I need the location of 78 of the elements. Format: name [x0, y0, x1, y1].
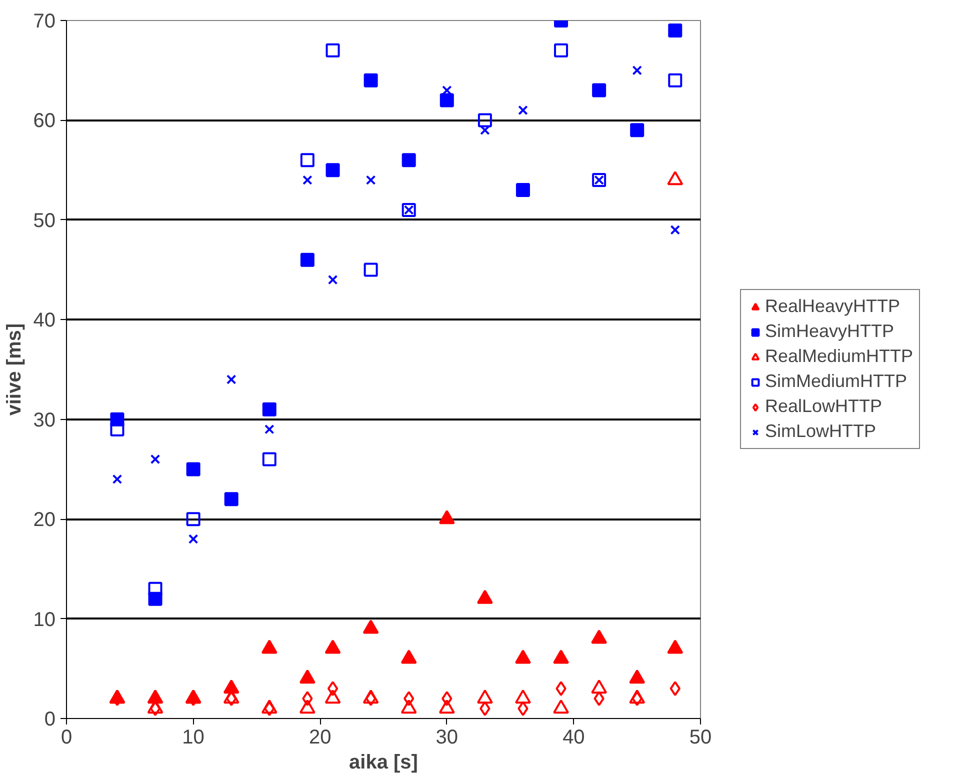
y-axis-title: viive [ms]	[3, 323, 26, 416]
legend-label: SimMediumHTTP	[765, 371, 908, 392]
legend-label: RealMediumHTTP	[765, 346, 914, 367]
x-tick-label: 20	[308, 726, 332, 748]
point	[400, 650, 417, 664]
point	[300, 252, 314, 267]
point	[400, 699, 417, 714]
point	[112, 474, 122, 484]
y-tick-label: 60	[33, 110, 56, 132]
point	[668, 23, 682, 38]
point	[553, 699, 570, 714]
point	[516, 183, 530, 198]
point	[302, 175, 312, 185]
point	[668, 73, 682, 88]
point	[553, 650, 570, 664]
point	[110, 422, 124, 436]
point	[364, 262, 378, 277]
point	[402, 153, 416, 168]
point	[150, 454, 160, 464]
legend-label: RealLowHTTP	[765, 396, 882, 417]
x-tick-label: 0	[60, 726, 72, 748]
point	[326, 43, 340, 58]
point	[478, 113, 492, 128]
point	[299, 699, 316, 714]
legend-label: SimHeavyHTTP	[765, 321, 894, 342]
point	[262, 452, 276, 466]
point	[366, 175, 376, 185]
point	[261, 640, 278, 654]
point	[591, 630, 608, 644]
point	[362, 620, 379, 634]
point	[261, 699, 278, 714]
y-tick-label: 0	[44, 708, 56, 730]
point	[186, 512, 200, 526]
point	[630, 123, 644, 138]
y-tick-label: 30	[33, 409, 56, 432]
point	[514, 689, 531, 704]
point	[440, 93, 454, 108]
x-axis-title: aika [s]	[349, 752, 418, 774]
point	[514, 650, 531, 664]
point	[148, 582, 162, 596]
y-tick-label: 50	[33, 210, 56, 232]
point	[632, 65, 642, 76]
y-tick-label: 70	[33, 10, 56, 32]
point	[326, 163, 340, 178]
point	[300, 153, 314, 168]
point	[438, 699, 455, 714]
y-tick-label: 10	[33, 608, 56, 631]
point	[629, 670, 646, 684]
point	[476, 689, 493, 704]
point	[476, 590, 493, 604]
x-tick-label: 10	[182, 726, 204, 748]
point	[188, 534, 198, 544]
point	[364, 73, 378, 88]
legend-label: RealHeavyHTTP	[765, 296, 900, 317]
point	[224, 492, 238, 506]
point	[667, 640, 684, 654]
y-tick-label: 40	[33, 310, 56, 332]
point	[629, 689, 646, 704]
point	[324, 640, 341, 654]
point	[518, 105, 528, 116]
point	[299, 670, 316, 684]
point	[592, 83, 606, 98]
point	[328, 274, 338, 285]
legend-label: SimLowHTTP	[765, 421, 876, 442]
point	[670, 225, 680, 235]
y-tick-label: 20	[33, 509, 56, 532]
point	[147, 689, 164, 704]
x-tick-label: 30	[436, 726, 458, 748]
point	[186, 462, 200, 476]
point	[262, 402, 276, 416]
point	[264, 424, 274, 434]
x-tick-label: 40	[562, 726, 585, 748]
x-tick-label: 50	[689, 726, 712, 748]
point	[554, 43, 568, 58]
point	[226, 374, 236, 384]
point	[591, 680, 608, 694]
point	[438, 510, 455, 524]
point	[324, 689, 341, 704]
